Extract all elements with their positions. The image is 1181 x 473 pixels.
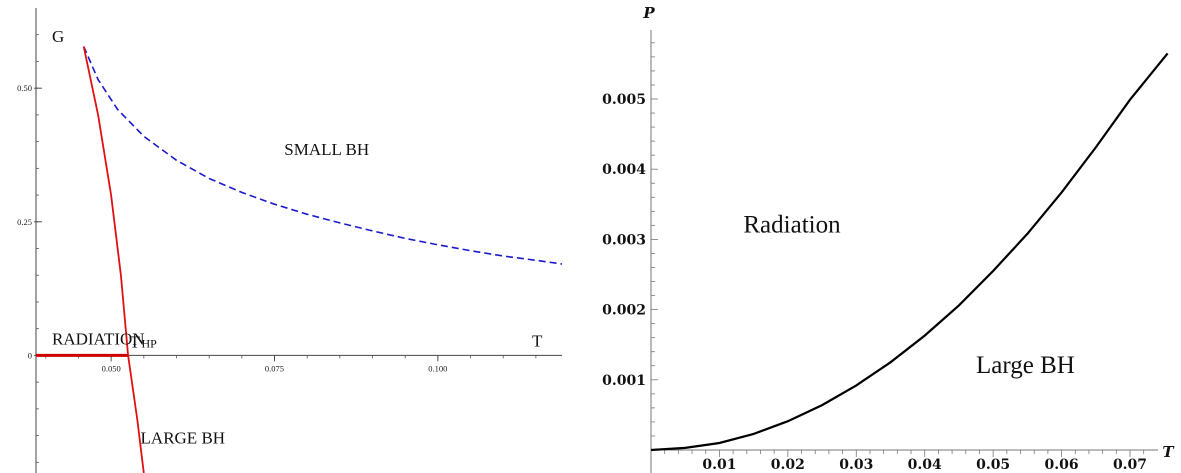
large-bh-region-label: Large BH [976, 352, 1075, 379]
large-bh-branch-line [82, 46, 145, 473]
x-tick-label: 0.05 [976, 457, 1010, 473]
x-tick-label: 0.03 [839, 457, 873, 473]
x-tick-label: 0.02 [771, 457, 805, 473]
gibbs-energy-chart: 0 0.25 0.50 0.050 0.075 0.100 G SMALL BH RADIATI… [17, 8, 563, 473]
thp-subscript: HP [141, 336, 157, 350]
y-tick-label: 0.005 [602, 92, 646, 108]
thp-label: T [129, 332, 140, 351]
radiation-label: RADIATION [52, 329, 145, 348]
x-axis-title: T [532, 331, 543, 350]
small-bh-branch-line [82, 46, 563, 265]
x-tick-label: 0.06 [1045, 457, 1079, 473]
x-tick-label: 0.07 [1113, 457, 1147, 473]
small-bh-label: SMALL BH [284, 140, 369, 159]
y-tick-label: 0.001 [602, 373, 646, 389]
radiation-region-label: Radiation [743, 211, 841, 238]
x-tick-label: 0.04 [908, 457, 942, 473]
large-bh-label: LARGE BH [141, 429, 226, 448]
x-tick-label: 0.01 [702, 457, 736, 473]
y-tick-label: 0.004 [602, 162, 646, 178]
y-axis-title: G [52, 27, 64, 46]
y-axis-title: P [642, 4, 655, 22]
y-tick-label: 0 [28, 350, 32, 360]
y-tick-label: 0.003 [602, 232, 646, 248]
y-tick-label: 0.25 [17, 217, 32, 227]
y-tick-label: 0.002 [602, 303, 646, 319]
x-axis-title: T [1162, 443, 1175, 461]
coexistence-curve-line [650, 52, 1169, 452]
x-tick-label: 0.050 [102, 363, 121, 373]
x-tick-label: 0.100 [428, 363, 447, 373]
x-tick-label: 0.075 [265, 363, 284, 373]
phase-diagram-chart: 0.001 0.002 0.003 0.004 0.005 0.01 0.02 0.03 0.0… [602, 4, 1175, 473]
y-tick-label: 0.50 [17, 83, 32, 93]
